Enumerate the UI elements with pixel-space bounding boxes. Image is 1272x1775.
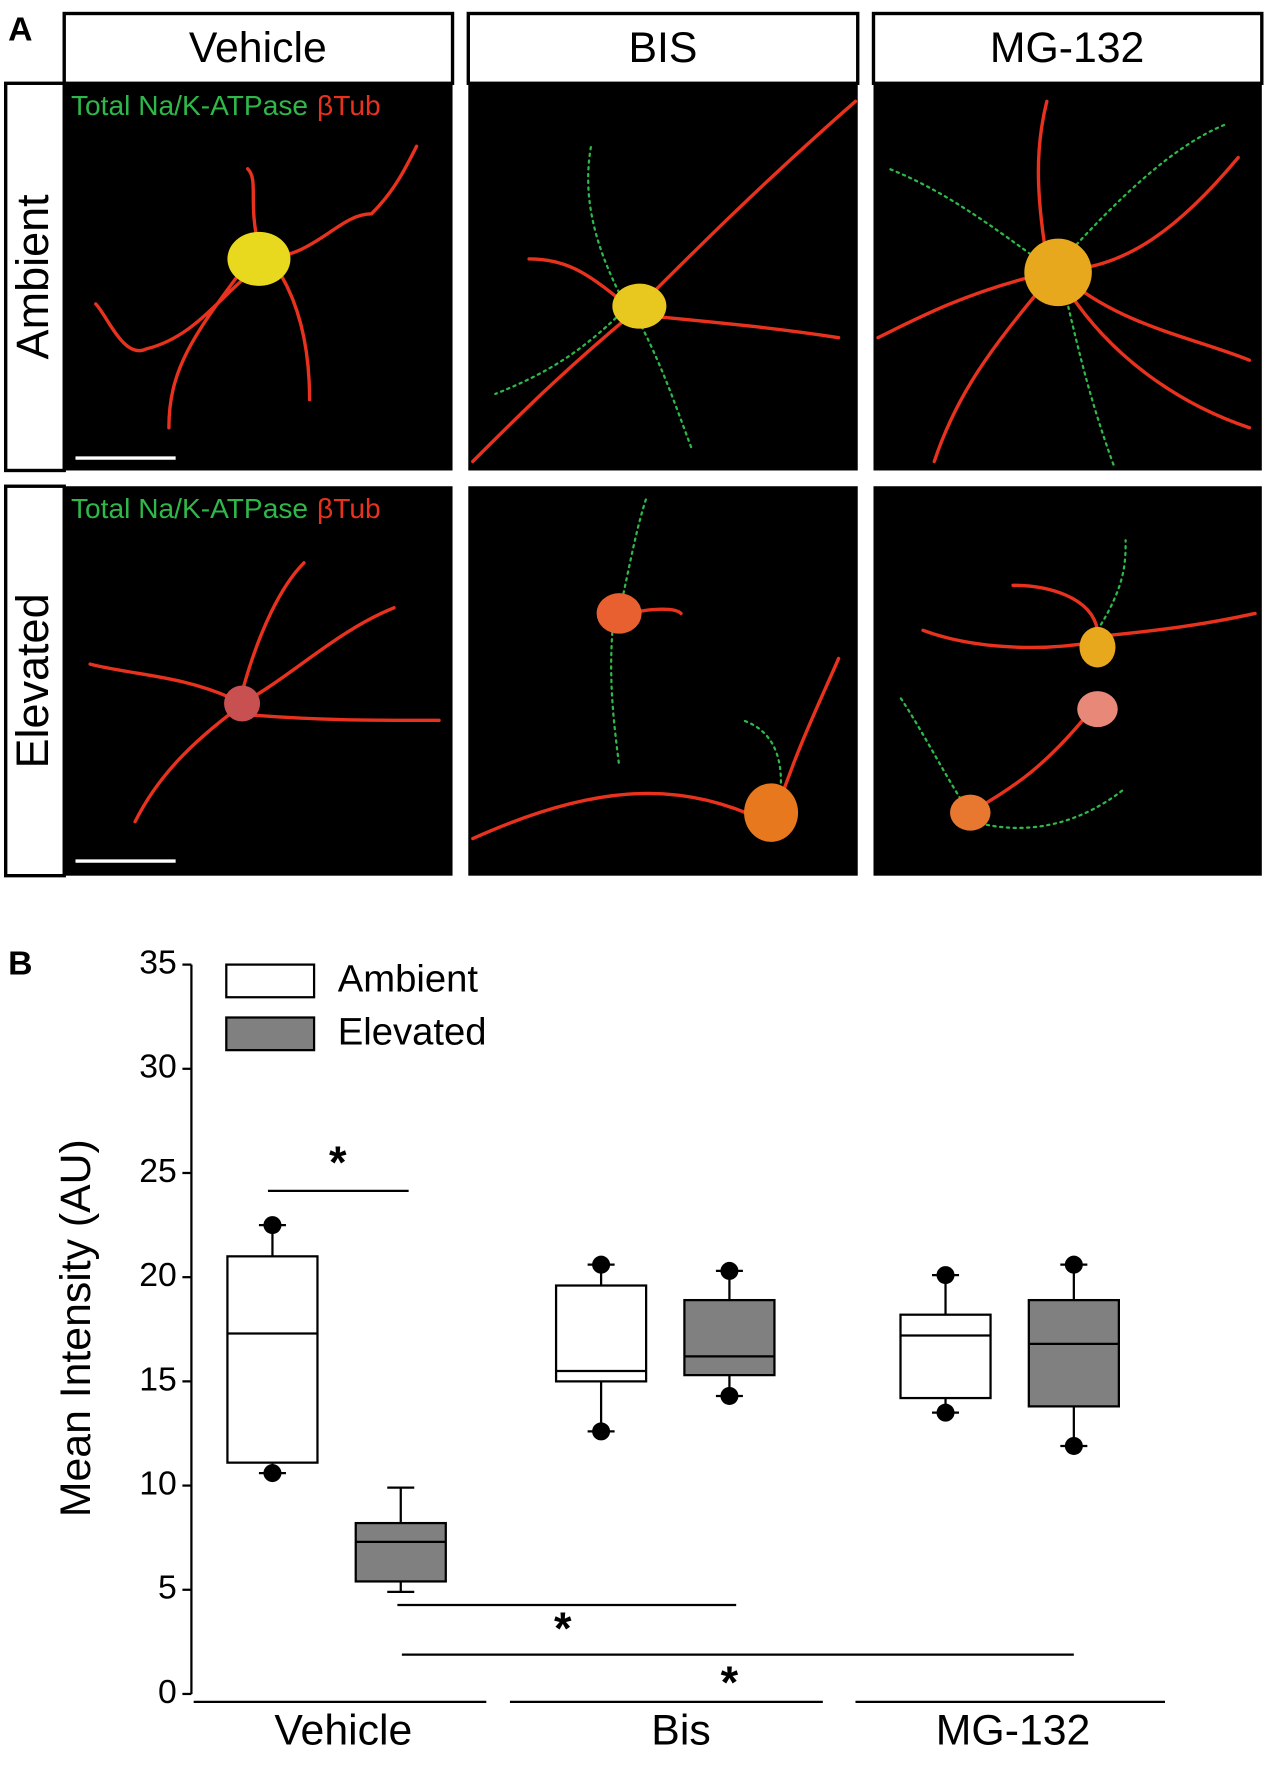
neuron-soma [596, 593, 642, 634]
micrographs [64, 83, 1262, 876]
stain-red: βTub [317, 493, 381, 524]
row-header-box [4, 81, 66, 473]
legend-swatch [225, 1016, 316, 1052]
neuron-process [471, 99, 858, 464]
box [1027, 1298, 1120, 1408]
legend-swatch [225, 963, 316, 999]
significance-star: * [554, 1603, 572, 1654]
y-tick-label: 35 [139, 944, 177, 982]
stain-green: Total Na/K-ATPase [71, 90, 308, 121]
neuron-soma [1024, 238, 1092, 307]
whisker-dot [263, 1216, 282, 1235]
row-header: Elevated [7, 593, 58, 768]
y-tick-label: 5 [158, 1569, 177, 1607]
neuron-soma [224, 685, 261, 722]
x-tick-label: Vehicle [274, 1707, 412, 1755]
stain-red: βTub [317, 90, 381, 121]
stain-label: Total Na/K-ATPase βTub [71, 90, 381, 121]
neuron-process [88, 561, 441, 824]
stain-label: Total Na/K-ATPase βTub [71, 493, 381, 524]
neuron-soma [612, 283, 667, 329]
micrograph [64, 486, 453, 876]
panel-label: B [8, 945, 32, 983]
column-header-box [62, 11, 455, 85]
micrograph [468, 83, 858, 471]
column-header: Vehicle [189, 24, 327, 72]
whisker-dot [720, 1261, 739, 1280]
row-header-box [4, 484, 66, 878]
column-header: MG-132 [990, 24, 1144, 72]
significance-star: * [721, 1657, 739, 1708]
column-header: BIS [629, 24, 698, 72]
whisker-dot [592, 1255, 611, 1274]
y-tick-label: 20 [139, 1256, 177, 1294]
whisker-dot [936, 1266, 955, 1285]
y-tick-label: 25 [139, 1152, 177, 1190]
legend-label: Elevated [338, 1010, 487, 1053]
box [683, 1298, 776, 1377]
x-tick-label: MG-132 [936, 1707, 1090, 1755]
box [354, 1521, 447, 1583]
significance-star: * [329, 1137, 347, 1188]
neuron-process [94, 144, 419, 430]
neuron-process [921, 583, 1257, 813]
row-header: Ambient [7, 194, 58, 360]
whisker-dot [720, 1386, 739, 1405]
neuron-soma [227, 231, 291, 286]
neuron-soma [1077, 691, 1118, 728]
micrograph [873, 486, 1262, 876]
y-axis-label: Mean Intensity (AU) [52, 1139, 100, 1517]
box [899, 1313, 992, 1400]
neuron-soma [744, 783, 799, 842]
neuron-soma [950, 794, 991, 831]
neuron-soma [1079, 626, 1116, 668]
y-tick-label: 10 [139, 1464, 177, 1502]
x-tick-label: Bis [651, 1707, 710, 1755]
whisker-dot [263, 1464, 282, 1483]
y-tick-label: 30 [139, 1048, 177, 1086]
y-tick-label: 15 [139, 1360, 177, 1398]
y-tick-label: 0 [158, 1673, 177, 1711]
whisker-dot [1064, 1436, 1083, 1455]
whisker-dot [1064, 1255, 1083, 1274]
whisker-dot [936, 1403, 955, 1422]
panel-label: A [8, 10, 32, 48]
legend-label: Ambient [338, 958, 479, 1001]
neuron-process [876, 99, 1252, 464]
box [554, 1284, 648, 1383]
box [226, 1255, 319, 1464]
whisker-dot [592, 1422, 611, 1441]
stain-green: Total Na/K-ATPase [71, 493, 308, 524]
column-header-box [466, 11, 860, 85]
neuron-process [494, 145, 694, 452]
